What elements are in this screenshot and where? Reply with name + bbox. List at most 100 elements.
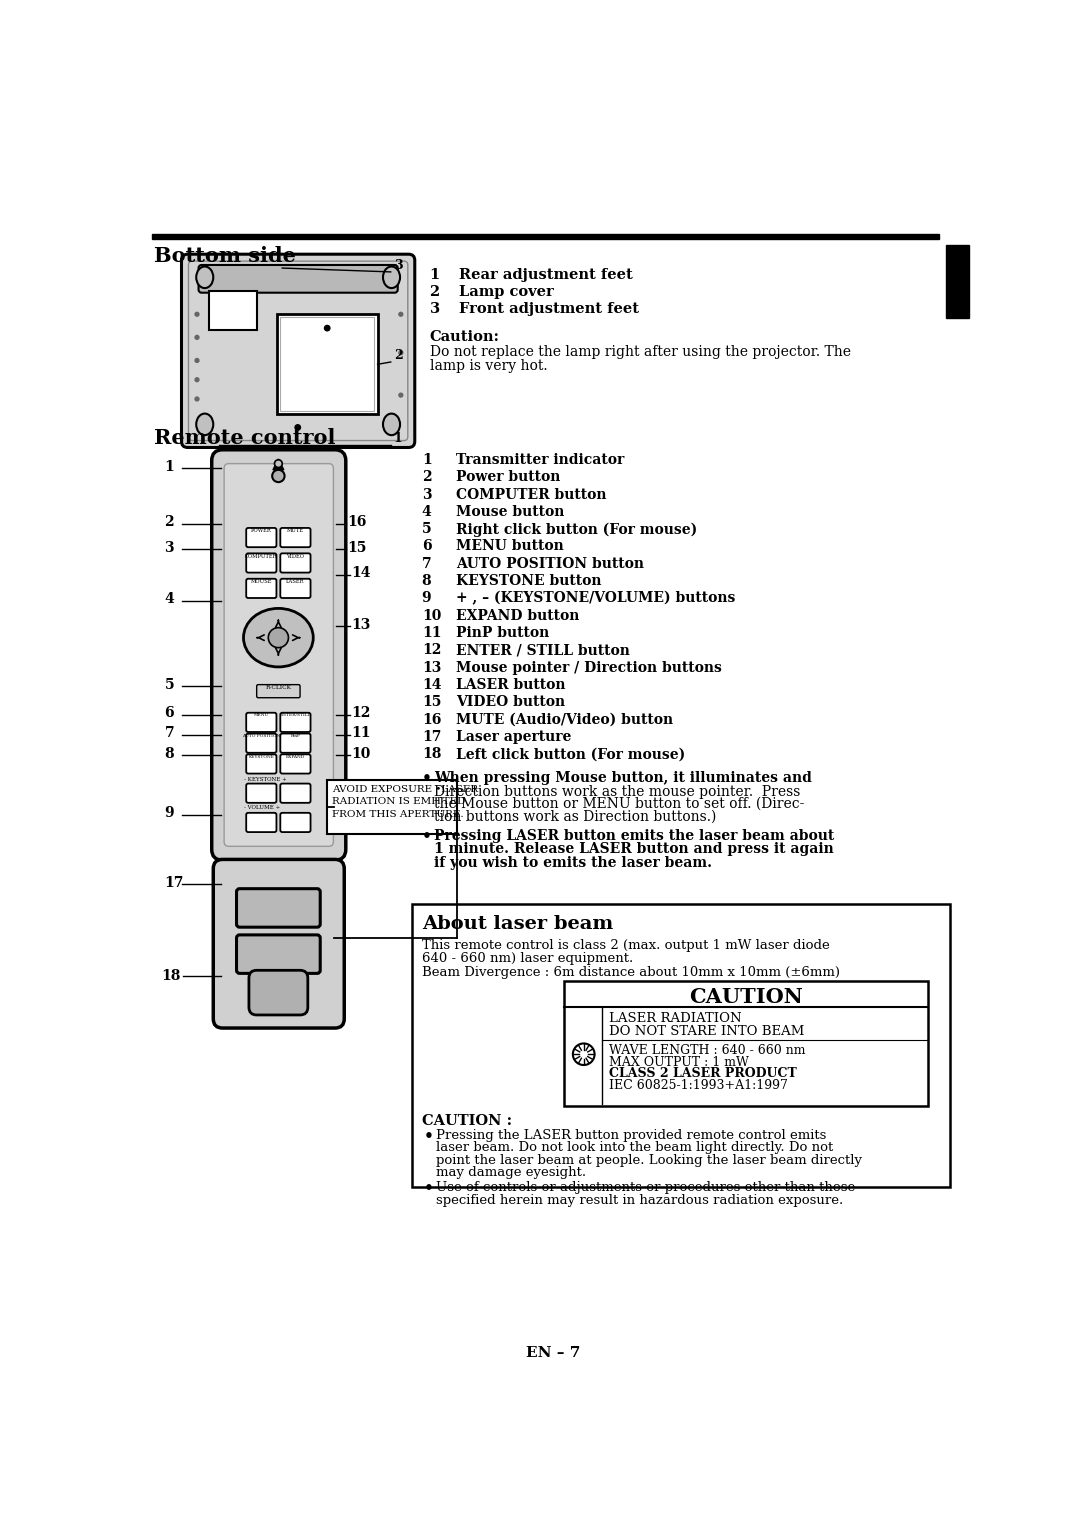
Text: COMPUTER button: COMPUTER button — [456, 487, 606, 501]
Text: Direction buttons work as the mouse pointer.  Press: Direction buttons work as the mouse poin… — [434, 785, 800, 799]
Text: 5: 5 — [422, 523, 431, 536]
Circle shape — [268, 628, 288, 648]
Text: CLASS 2 LASER PRODUCT: CLASS 2 LASER PRODUCT — [608, 1068, 796, 1080]
Circle shape — [295, 425, 300, 431]
Circle shape — [195, 377, 199, 382]
FancyBboxPatch shape — [213, 859, 345, 1028]
Text: 10: 10 — [351, 747, 370, 761]
FancyBboxPatch shape — [246, 579, 276, 597]
Text: MOUSE: MOUSE — [251, 579, 272, 584]
FancyBboxPatch shape — [246, 529, 276, 547]
Text: 2: 2 — [164, 515, 174, 529]
Circle shape — [195, 336, 199, 339]
Text: 2: 2 — [422, 471, 431, 484]
Polygon shape — [273, 458, 284, 469]
Text: •: • — [423, 1181, 433, 1196]
Text: 13: 13 — [351, 617, 370, 631]
Text: - VOLUME +: - VOLUME + — [244, 805, 281, 810]
Text: KEYSTONE: KEYSTONE — [248, 755, 274, 759]
Ellipse shape — [197, 266, 213, 289]
Text: PinP button: PinP button — [456, 626, 549, 640]
Text: 3: 3 — [164, 541, 174, 555]
Text: Do not replace the lamp right after using the projector. The: Do not replace the lamp right after usin… — [430, 345, 851, 359]
Text: the Mouse button or MENU button to set off. (Direc-: the Mouse button or MENU button to set o… — [434, 798, 805, 811]
Text: ENGLISH: ENGLISH — [953, 260, 962, 304]
Text: 1: 1 — [422, 452, 432, 468]
Text: 2: 2 — [430, 286, 440, 299]
Text: 1 minute. Release LASER button and press it again: 1 minute. Release LASER button and press… — [434, 842, 834, 857]
FancyBboxPatch shape — [189, 261, 408, 440]
Text: CAUTION: CAUTION — [689, 987, 802, 1007]
Circle shape — [572, 1044, 595, 1065]
Text: specified herein may result in hazardous radiation exposure.: specified herein may result in hazardous… — [435, 1193, 843, 1207]
FancyBboxPatch shape — [281, 813, 311, 833]
Text: R-CLICK: R-CLICK — [266, 686, 292, 691]
Text: LASER: LASER — [286, 579, 305, 584]
Text: 8: 8 — [422, 575, 431, 588]
FancyBboxPatch shape — [281, 712, 311, 732]
Text: 8: 8 — [164, 747, 174, 761]
Bar — [413, 905, 950, 1187]
Text: Remote control: Remote control — [154, 428, 336, 448]
FancyBboxPatch shape — [199, 264, 397, 293]
Text: AVOID EXPOSURE •LASER
RADIATION IS EMITTED
FROM THIS APERTURE.: AVOID EXPOSURE •LASER RADIATION IS EMITT… — [332, 785, 478, 819]
Text: tion buttons work as Direction buttons.): tion buttons work as Direction buttons.) — [434, 810, 716, 824]
Text: 11: 11 — [422, 626, 442, 640]
Text: PinP: PinP — [291, 733, 300, 738]
Text: Transmitter indicator: Transmitter indicator — [456, 452, 624, 468]
Text: 11: 11 — [351, 726, 370, 740]
Text: 16: 16 — [348, 515, 367, 529]
Circle shape — [272, 469, 284, 483]
Text: 13: 13 — [422, 660, 441, 675]
Text: 2: 2 — [394, 348, 403, 362]
Bar — [564, 981, 928, 1106]
Text: Caution:: Caution: — [430, 330, 499, 344]
Text: 3: 3 — [394, 258, 403, 272]
Bar — [280, 318, 375, 411]
Text: Pressing the LASER button provided remote control emits: Pressing the LASER button provided remot… — [435, 1129, 826, 1141]
FancyBboxPatch shape — [257, 685, 300, 698]
Text: 6: 6 — [422, 539, 431, 553]
Text: 7: 7 — [422, 556, 431, 571]
FancyBboxPatch shape — [281, 529, 311, 547]
FancyBboxPatch shape — [281, 553, 311, 573]
Text: DO NOT STARE INTO BEAM: DO NOT STARE INTO BEAM — [608, 1025, 804, 1038]
Text: Laser aperture: Laser aperture — [456, 730, 571, 744]
Text: IEC 60825-1:1993+A1:1997: IEC 60825-1:1993+A1:1997 — [608, 1079, 787, 1093]
Text: 1: 1 — [394, 432, 403, 445]
Text: Power button: Power button — [456, 471, 561, 484]
Bar — [276, 315, 378, 414]
Text: MUTE (Audio/Video) button: MUTE (Audio/Video) button — [456, 712, 673, 727]
Text: if you wish to emits the laser beam.: if you wish to emits the laser beam. — [434, 856, 712, 871]
Text: 640 - 660 nm) laser equipment.: 640 - 660 nm) laser equipment. — [422, 952, 633, 964]
Circle shape — [274, 460, 282, 468]
FancyBboxPatch shape — [281, 733, 311, 753]
Text: KEYSTONE button: KEYSTONE button — [456, 575, 602, 588]
FancyBboxPatch shape — [246, 712, 276, 732]
Text: + , – (KEYSTONE/VOLUME) buttons: + , – (KEYSTONE/VOLUME) buttons — [456, 591, 735, 605]
Text: 5: 5 — [164, 677, 174, 692]
Text: Front adjustment feet: Front adjustment feet — [459, 303, 639, 316]
FancyBboxPatch shape — [281, 784, 311, 802]
Ellipse shape — [383, 266, 400, 289]
Text: Use of controls or adjustments or procedures other than those: Use of controls or adjustments or proced… — [435, 1181, 855, 1195]
Text: - KEYSTONE +: - KEYSTONE + — [244, 778, 287, 782]
Text: 6: 6 — [164, 706, 174, 720]
Text: 17: 17 — [164, 876, 184, 889]
FancyBboxPatch shape — [212, 449, 346, 860]
Circle shape — [195, 397, 199, 400]
Text: ENTER/STILL: ENTER/STILL — [280, 714, 311, 717]
Text: When pressing Mouse button, it illuminates and: When pressing Mouse button, it illuminat… — [434, 770, 812, 785]
Text: •: • — [422, 828, 432, 843]
FancyBboxPatch shape — [246, 784, 276, 802]
Text: lamp is very hot.: lamp is very hot. — [430, 359, 548, 373]
Text: 1: 1 — [430, 267, 440, 283]
FancyBboxPatch shape — [237, 935, 321, 973]
Text: 7: 7 — [164, 726, 174, 740]
Text: Bottom side: Bottom side — [154, 246, 296, 266]
Text: COMPUTER: COMPUTER — [245, 553, 278, 559]
Text: 12: 12 — [422, 643, 441, 657]
Text: WAVE LENGTH : 640 - 660 nm: WAVE LENGTH : 640 - 660 nm — [608, 1044, 805, 1057]
Text: VIDEO button: VIDEO button — [456, 695, 565, 709]
Bar — [327, 781, 458, 834]
